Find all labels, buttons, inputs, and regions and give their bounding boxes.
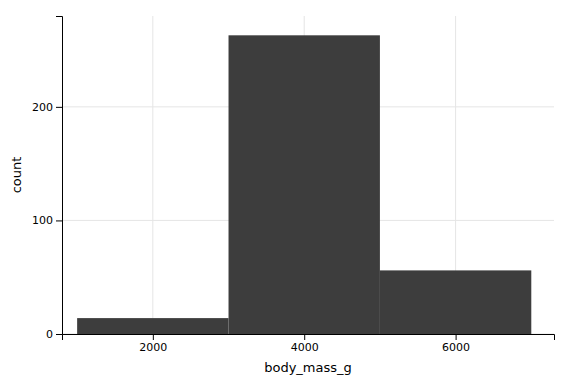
plot: 2000 4000 6000 0 100 200 [32, 16, 555, 354]
tick: 2000 [139, 334, 167, 354]
bar [380, 270, 531, 334]
grid [62, 16, 554, 334]
tick-label: 100 [32, 214, 53, 227]
chart: 2000 4000 6000 0 100 200 body_mass_g count [0, 0, 576, 384]
axis-line [63, 335, 555, 341]
y-axis-title: count [9, 157, 24, 194]
tick-mark [56, 107, 62, 108]
tick: 200 [32, 101, 62, 114]
tick-label: 0 [46, 328, 53, 341]
grid-line [152, 16, 153, 334]
tick-label: 2000 [139, 341, 167, 354]
tick-mark [456, 334, 457, 340]
bar [77, 318, 228, 334]
tick: 6000 [442, 334, 470, 354]
bar [229, 35, 380, 334]
tick-mark [153, 334, 154, 340]
tick-label: 200 [32, 101, 53, 114]
bars [77, 35, 531, 334]
y-axis: 0 100 200 [32, 17, 63, 342]
x-axis: 2000 4000 6000 [63, 334, 555, 354]
tick-mark [56, 334, 62, 335]
tick-mark [304, 334, 305, 340]
axis-line [56, 17, 63, 335]
tick-mark [56, 220, 62, 221]
tick: 0 [46, 328, 62, 341]
x-axis-title: body_mass_g [264, 360, 352, 375]
tick-label: 6000 [442, 341, 470, 354]
tick: 100 [32, 214, 62, 227]
tick: 4000 [291, 334, 319, 354]
tick-label: 4000 [291, 341, 319, 354]
